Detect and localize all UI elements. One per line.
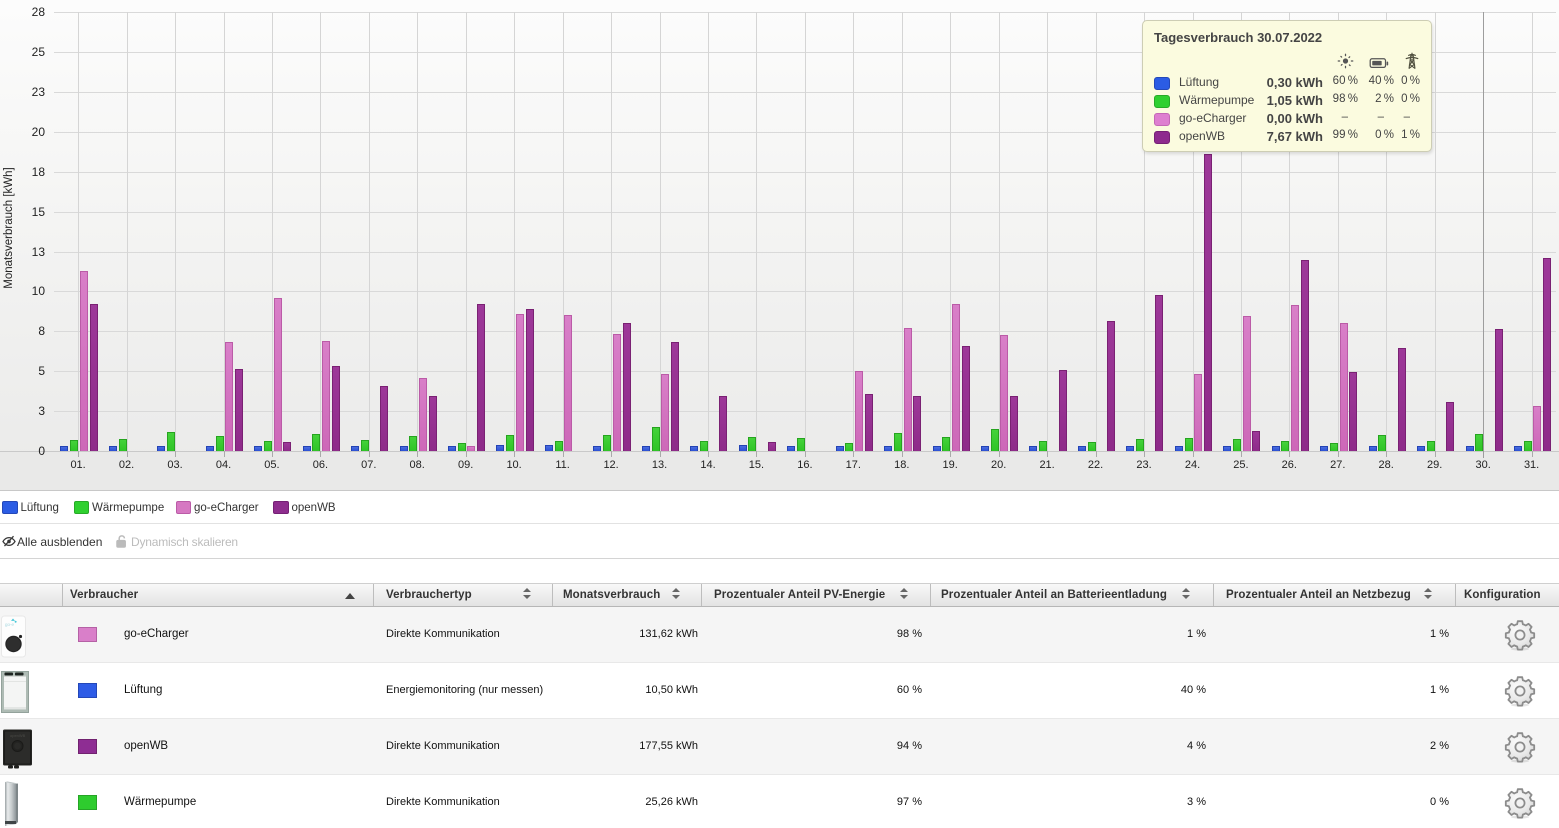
- svg-text:go-e: go-e: [5, 622, 15, 627]
- svg-text:openWB: openWB: [10, 733, 26, 738]
